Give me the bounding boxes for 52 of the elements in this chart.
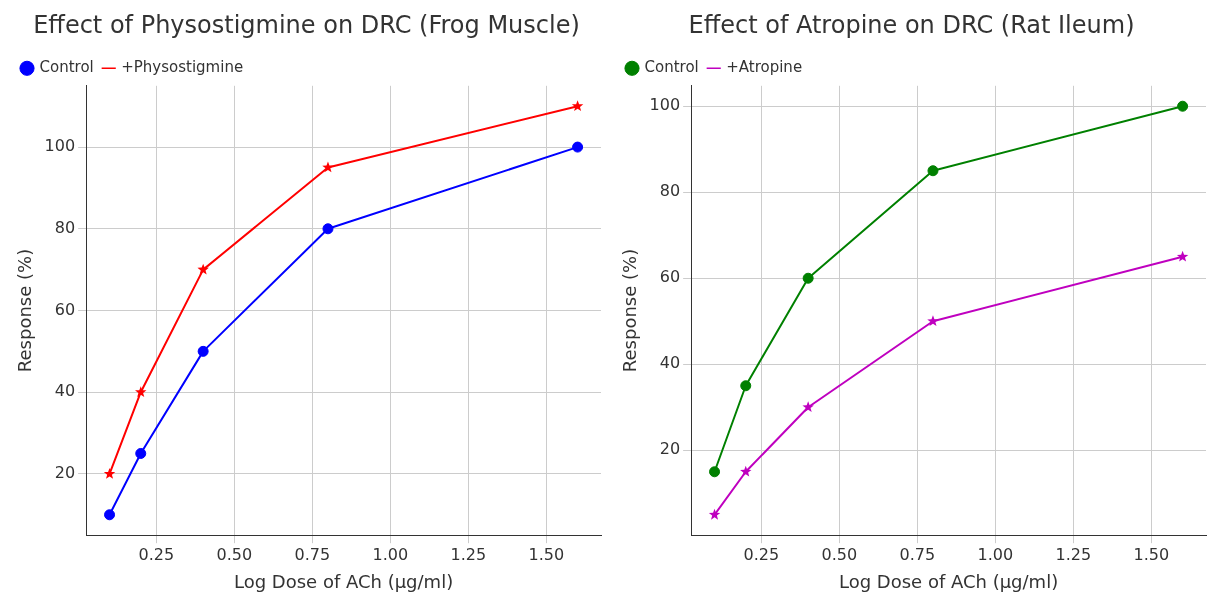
point [572, 141, 584, 153]
point [708, 508, 721, 520]
point [802, 272, 814, 284]
y-tick-label: 60 [54, 299, 76, 319]
point [197, 345, 209, 357]
y-tick-label: 20 [54, 463, 76, 483]
point [1176, 250, 1189, 262]
x-tick-label: 0.50 [216, 544, 253, 564]
x-tick-label: 0.25 [138, 544, 175, 564]
x-tick-label: 1.00 [372, 544, 409, 564]
x-tick-label: 0.75 [294, 544, 331, 564]
legend-label: Control [644, 58, 699, 77]
y-tick-label: 20 [659, 439, 681, 459]
point [322, 223, 334, 235]
point [104, 509, 116, 521]
x-tick-label: 0.75 [899, 544, 936, 564]
x-axis-title: Log Dose of ACh (µg/ml) [838, 570, 1059, 592]
y-tick-label: 100 [44, 136, 76, 156]
x-tick-label: 1.50 [1133, 544, 1170, 564]
point [322, 161, 334, 173]
y-tick-label: 80 [659, 181, 681, 201]
point [135, 447, 147, 459]
chart-title: Effect of Atropine on DRC (Rat Ileum) [688, 10, 1135, 39]
y-tick-label: 80 [54, 217, 76, 237]
y-tick-label: 40 [54, 381, 76, 401]
legend-label: +Physostigmine [121, 58, 244, 77]
y-axis-title: Response (%) [14, 248, 36, 373]
point [197, 263, 209, 275]
y-axis-title: Response (%) [619, 248, 641, 373]
point [103, 467, 116, 479]
point [740, 465, 752, 477]
point [135, 386, 147, 398]
x-tick-label: 1.25 [450, 544, 487, 564]
chart-title: Effect of Physostigmine on DRC (Frog Muscle) [33, 10, 580, 39]
y-tick-label: 40 [659, 353, 681, 373]
point [571, 100, 584, 112]
x-tick-label: 0.50 [821, 544, 858, 564]
x-tick-label: 1.50 [528, 544, 565, 564]
y-tick-label: 100 [649, 95, 681, 115]
point [709, 466, 721, 478]
x-tick-label: 1.25 [1055, 544, 1092, 564]
legend-label: Control [39, 58, 94, 77]
point [802, 401, 814, 413]
point [927, 165, 939, 177]
y-tick-label: 60 [659, 267, 681, 287]
x-tick-label: 1.00 [977, 544, 1014, 564]
x-tick-label: 0.25 [743, 544, 780, 564]
legend-label: +Atropine [726, 58, 803, 77]
point [740, 380, 752, 392]
x-axis-title: Log Dose of ACh (µg/ml) [233, 570, 454, 592]
point [927, 315, 939, 327]
point [1177, 100, 1189, 112]
